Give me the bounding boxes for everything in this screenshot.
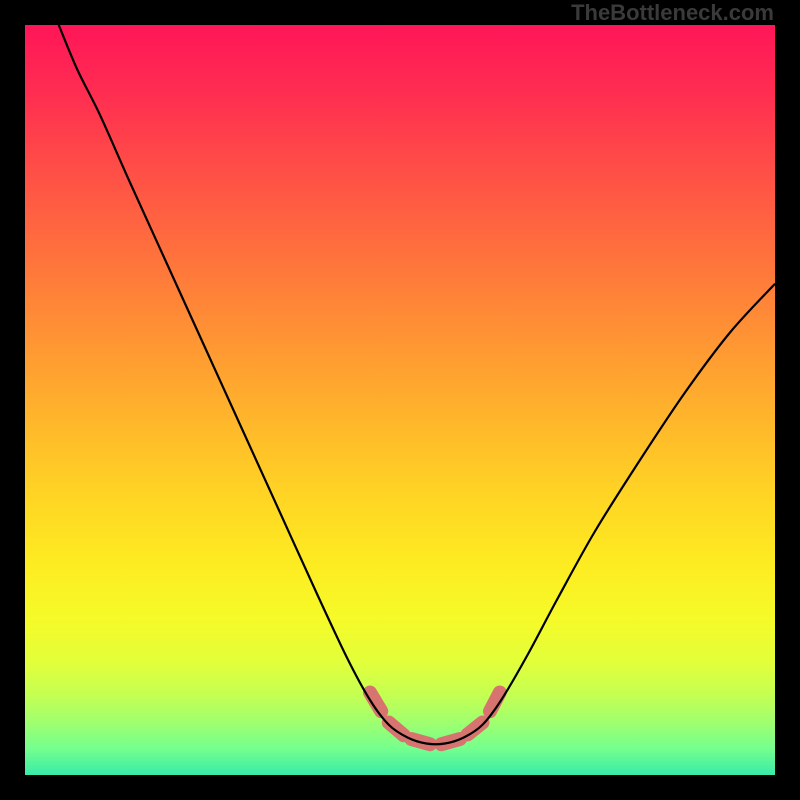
chart-container: TheBottleneck.com [0, 0, 800, 800]
watermark: TheBottleneck.com [571, 0, 774, 25]
plot-background [25, 25, 775, 775]
marker-segment [468, 723, 483, 735]
bottleneck-chart: TheBottleneck.com [0, 0, 800, 800]
